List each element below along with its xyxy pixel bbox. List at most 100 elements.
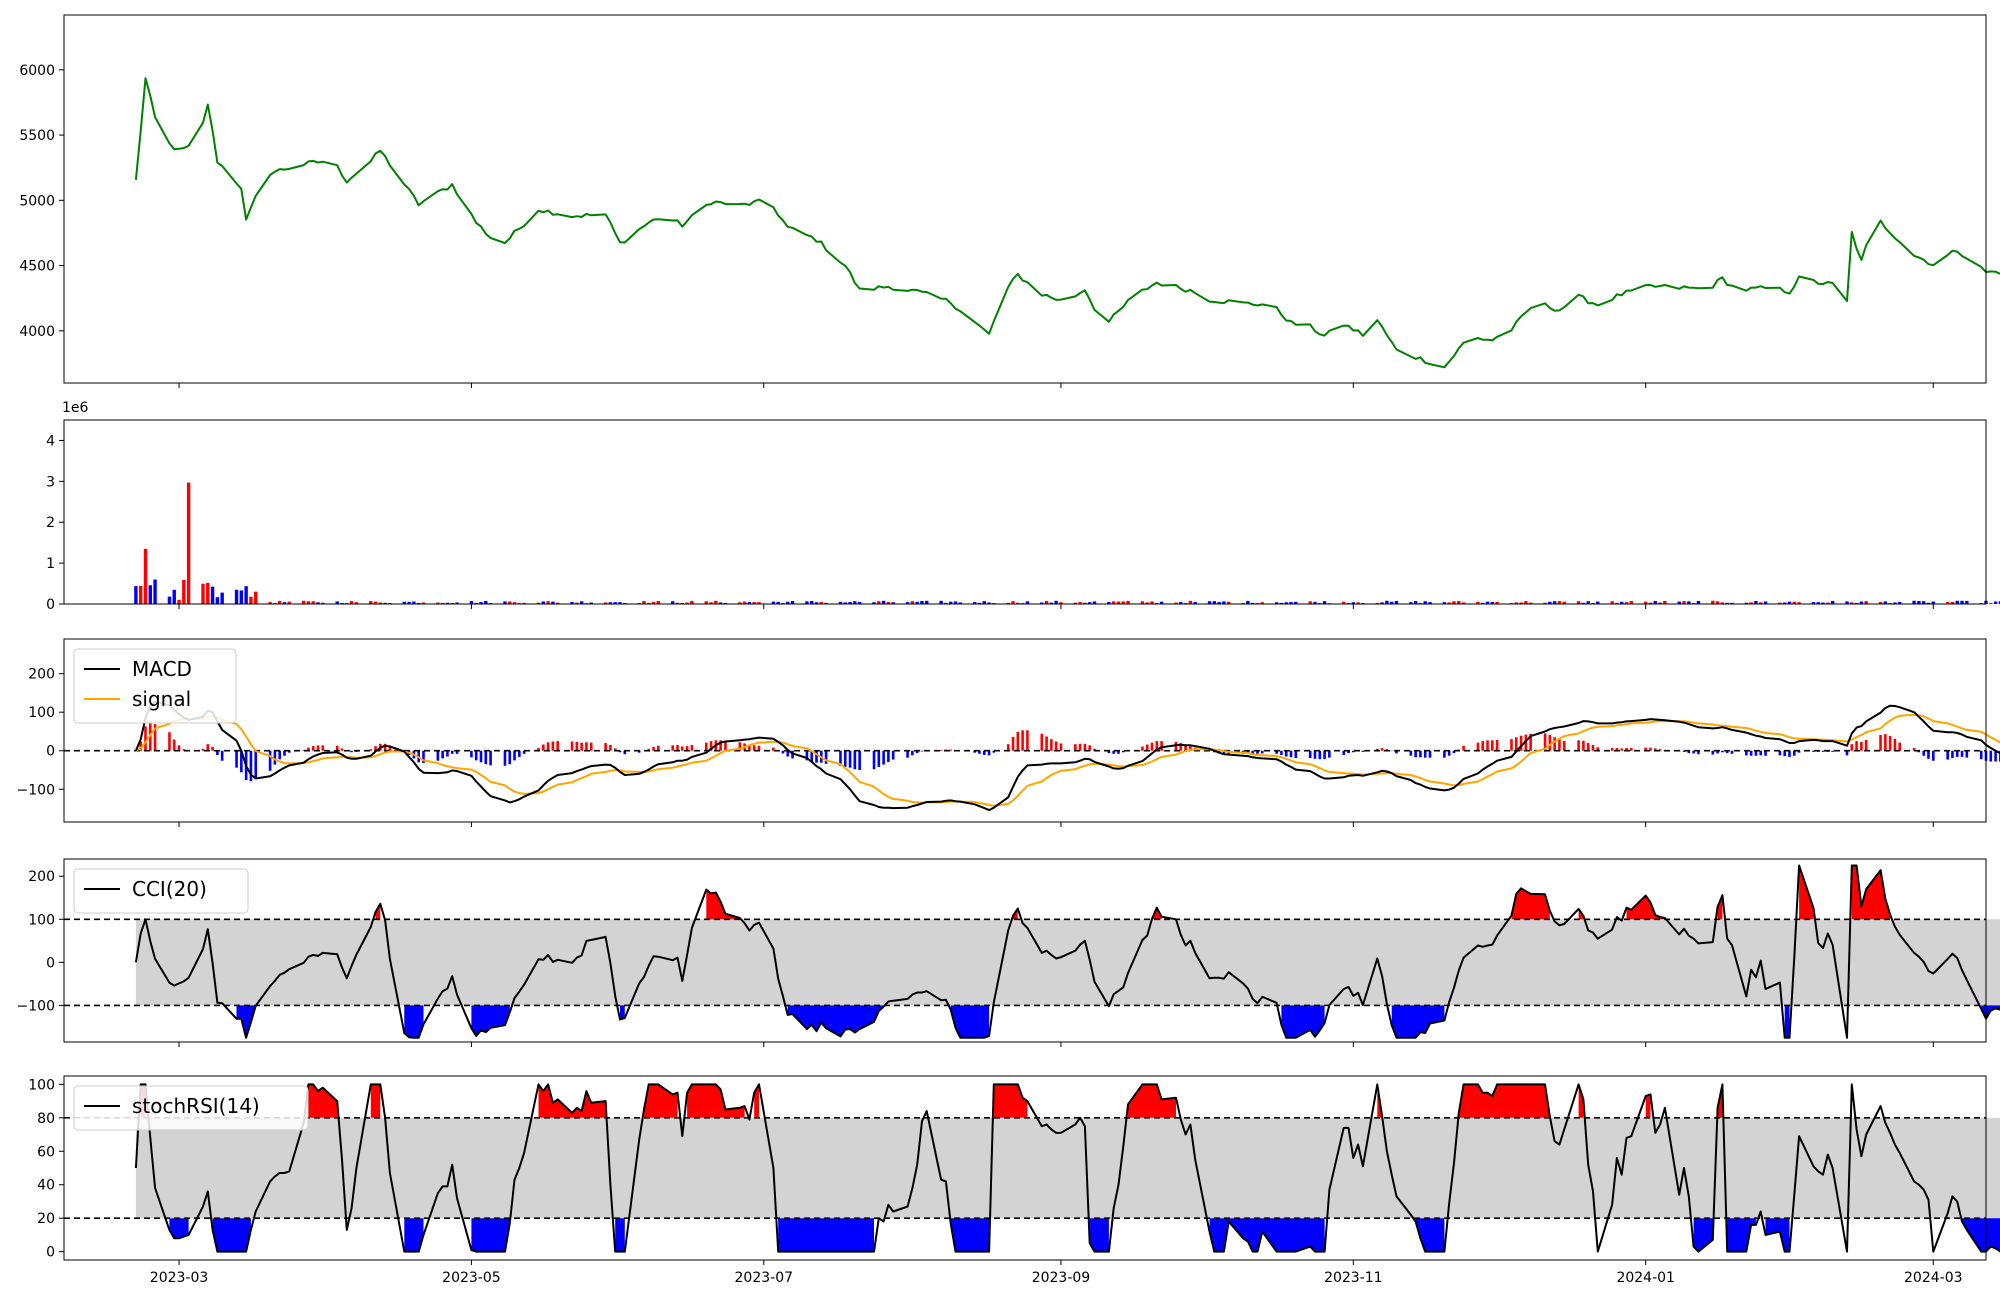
volume-bar xyxy=(1145,602,1149,604)
volume-bar xyxy=(484,600,488,604)
y-tick-label: 1 xyxy=(46,556,55,572)
legend-label: CCI(20) xyxy=(132,877,207,901)
volume-bar xyxy=(440,602,445,604)
volume-bar xyxy=(282,602,287,604)
macd-hist-bar xyxy=(1562,741,1566,751)
macd-hist-bar xyxy=(676,744,679,751)
volume-bar xyxy=(939,600,943,604)
macd-hist-bar xyxy=(1361,750,1365,752)
macd-hist-bar xyxy=(1519,735,1523,751)
macd-hist-bar xyxy=(340,748,344,751)
volume-bar xyxy=(249,596,253,604)
macd-hist-bar xyxy=(1989,750,1993,762)
macd-hist-bar xyxy=(623,750,627,755)
volume-bar xyxy=(1763,601,1768,604)
volume-bar xyxy=(608,602,613,604)
volume-bar xyxy=(1581,602,1586,604)
macd-hist-bar xyxy=(877,750,881,767)
volume-bar xyxy=(1150,601,1154,604)
oversold-fill xyxy=(1089,1218,1109,1252)
macd-hist-bar xyxy=(1730,750,1734,754)
oversold-fill xyxy=(778,1218,874,1252)
macd-hist-bar xyxy=(1011,736,1015,751)
panel-stochrsi: 0 20 40 60 80 100 2023-03 2023-05 2023-07 2023-09… xyxy=(28,1075,2000,1286)
volume-bar xyxy=(522,602,526,604)
macd-hist-bar xyxy=(201,748,205,751)
volume-bar xyxy=(1677,601,1681,604)
volume-bar xyxy=(1073,602,1078,604)
macd-hist-bar xyxy=(1697,750,1700,755)
volume-bar xyxy=(1658,602,1662,604)
oversold-fill xyxy=(236,1005,256,1038)
volume-bar xyxy=(1461,602,1466,604)
volume-bar xyxy=(881,600,886,604)
volume-bar xyxy=(306,601,311,604)
macd-hist-bar xyxy=(446,750,449,757)
volume-bar xyxy=(1111,601,1116,604)
macd-hist-bar xyxy=(680,746,684,751)
macd-hist-bar xyxy=(786,750,790,757)
overbought-fill xyxy=(993,1084,1028,1118)
volume-bar xyxy=(254,591,258,604)
volume-bar xyxy=(575,602,579,604)
macd-hist-bar xyxy=(843,750,847,767)
y-tick-label: 0 xyxy=(46,955,55,971)
macd-hist-bar xyxy=(1284,750,1288,757)
volume-bar xyxy=(671,601,675,604)
y-tick-label: 4500 xyxy=(19,259,55,275)
macd-hist-bar xyxy=(915,750,919,754)
macd-hist-bar xyxy=(973,750,976,753)
volume-bar xyxy=(1006,602,1010,604)
macd-hist-bar xyxy=(484,750,488,765)
volume-bar xyxy=(1811,602,1816,604)
volume-bar xyxy=(1394,601,1399,604)
macd-hist-bar xyxy=(1275,750,1278,754)
axes-frame xyxy=(63,858,1987,1043)
macd-hist-bar xyxy=(1960,750,1964,757)
volume-bar xyxy=(555,602,560,604)
macd-hist-bar xyxy=(1912,748,1916,751)
volume-bar xyxy=(1998,601,2000,604)
volume-bar xyxy=(1543,602,1547,604)
macd-hist-bar xyxy=(1107,750,1111,754)
volume-bar xyxy=(1222,601,1226,604)
volume-bar xyxy=(277,600,282,604)
oversold-fill xyxy=(1281,1005,1325,1038)
oversold-fill xyxy=(1784,1005,1790,1038)
volume-bar xyxy=(613,602,617,604)
macd-hist-bar xyxy=(1054,741,1058,751)
macd-hist-bar xyxy=(1141,746,1144,751)
macd-hist-bar xyxy=(939,749,943,751)
volume-bar xyxy=(416,602,421,604)
volume-bar xyxy=(1682,601,1686,604)
volume-bar xyxy=(1294,601,1298,604)
volume-bar xyxy=(455,602,459,604)
macd-hist-bar xyxy=(316,745,320,751)
volume-bar xyxy=(153,579,157,604)
macd-hist-bar xyxy=(153,724,157,751)
volume-bar xyxy=(1485,601,1490,604)
volume-bar xyxy=(1883,601,1888,604)
volume-bar xyxy=(1945,602,1950,604)
macd-hist-bar xyxy=(882,750,885,765)
volume-bar xyxy=(512,602,517,604)
macd-hist-bar xyxy=(522,750,526,754)
volume-bar xyxy=(685,602,689,604)
oversold-fill xyxy=(404,1005,424,1038)
macd-hist-bar xyxy=(1289,750,1293,758)
volume-bar xyxy=(378,602,383,604)
volume-bar xyxy=(704,601,708,604)
volume-bar xyxy=(814,602,819,604)
volume-bar xyxy=(1428,602,1432,604)
volume-bar xyxy=(546,601,550,604)
volume-bar xyxy=(1059,602,1063,604)
macd-hist-bar xyxy=(1649,747,1652,751)
volume-bar xyxy=(925,600,929,604)
macd-hist-bar xyxy=(206,744,210,751)
volume-bar xyxy=(1495,601,1499,604)
volume-bar xyxy=(1212,601,1217,604)
macd-hist-bar xyxy=(369,749,373,751)
macd-hist-bar xyxy=(839,750,842,766)
macd-hist-bar xyxy=(1443,750,1446,758)
macd-hist-bar xyxy=(1352,750,1355,753)
